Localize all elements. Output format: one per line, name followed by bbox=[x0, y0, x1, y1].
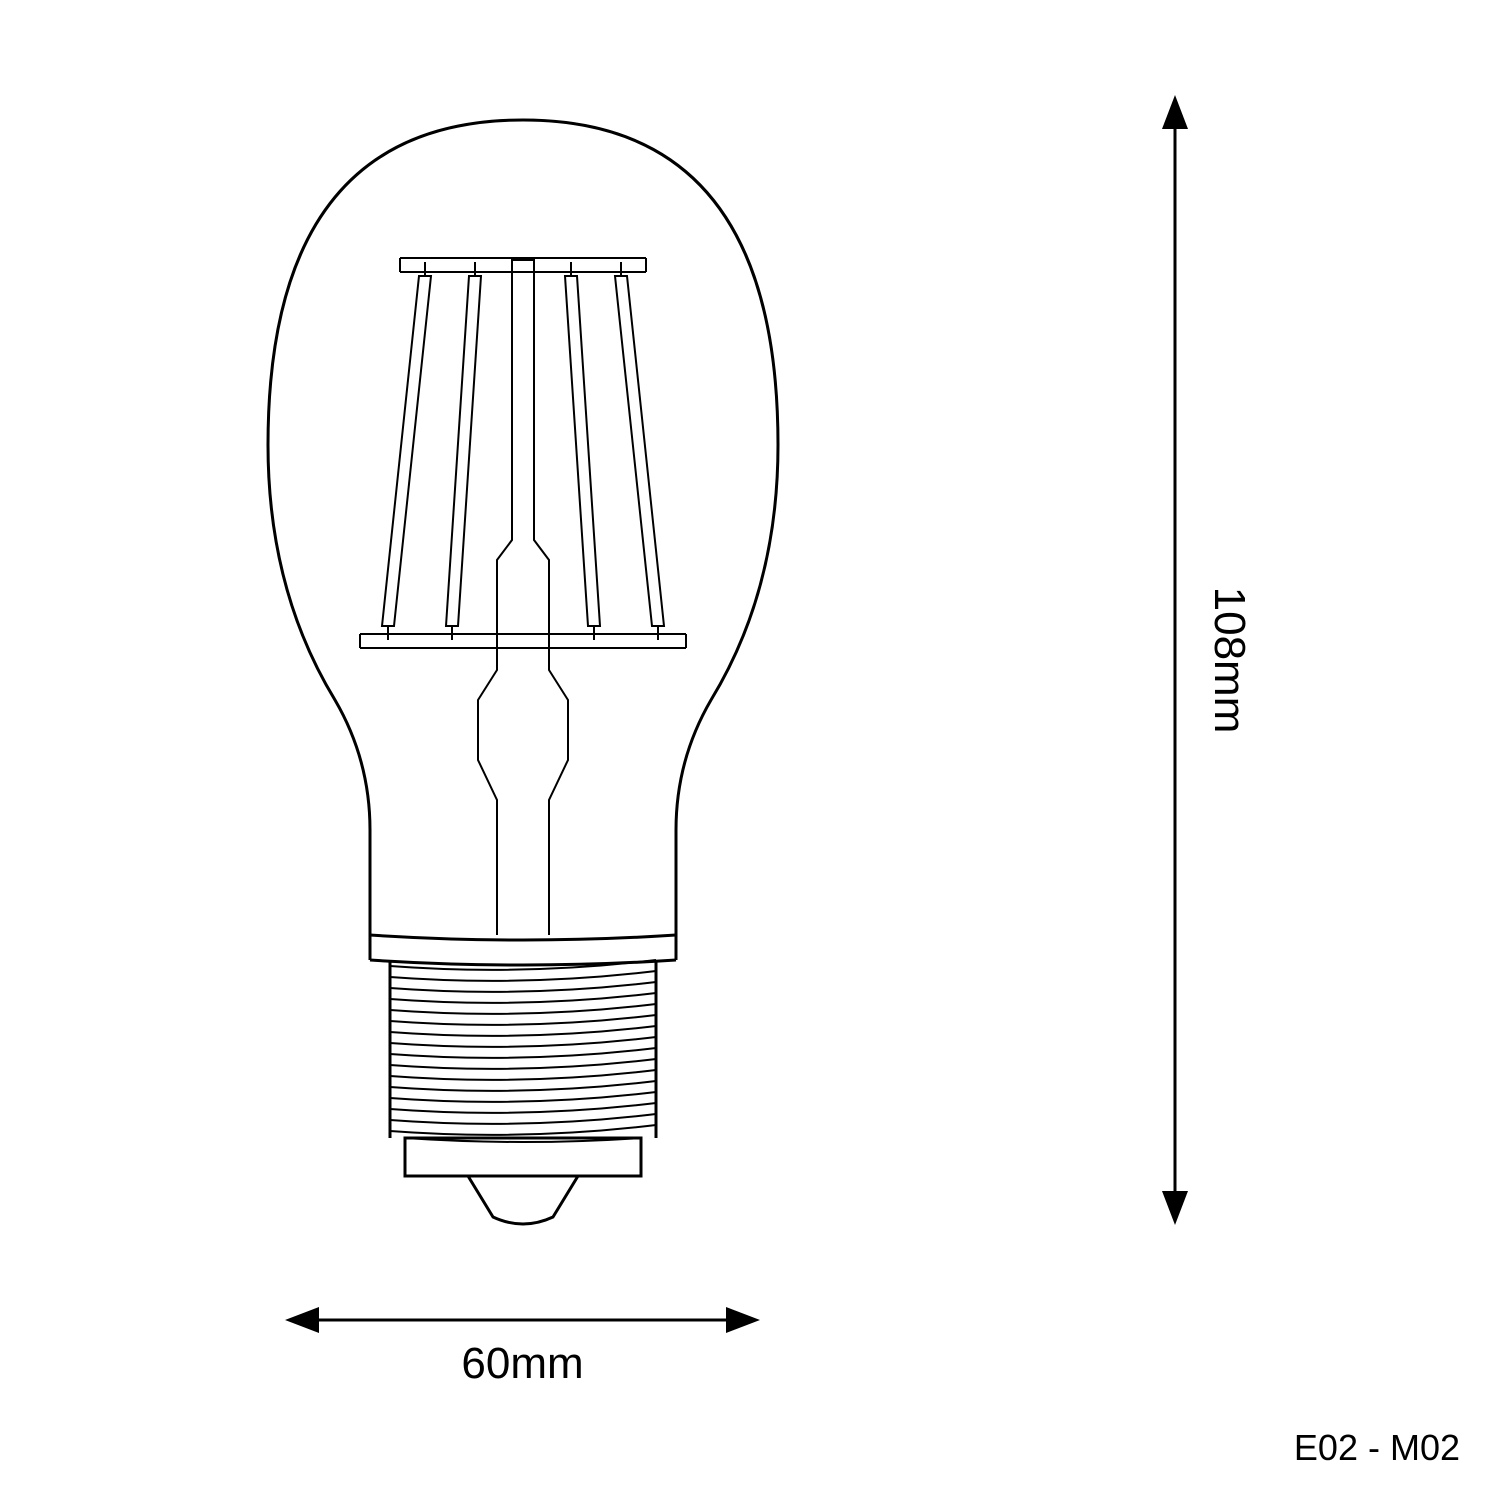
thread-ridge bbox=[390, 1070, 656, 1080]
thread-ridge bbox=[390, 1048, 656, 1058]
thread-groove bbox=[390, 971, 656, 981]
filament-rod bbox=[446, 276, 481, 626]
thread-ridge bbox=[390, 1026, 656, 1036]
filament-rod bbox=[382, 276, 431, 626]
filament-rod bbox=[565, 276, 600, 626]
dim-height-arrow-bot bbox=[1162, 1191, 1188, 1225]
dim-width-label: 60mm bbox=[461, 1339, 583, 1388]
dim-height-arrow-top bbox=[1162, 95, 1188, 129]
thread-ridge bbox=[390, 1092, 656, 1102]
ferrule bbox=[405, 1138, 641, 1176]
thread-groove bbox=[390, 1081, 656, 1091]
thread-ridge bbox=[390, 982, 656, 992]
thread-groove bbox=[390, 1125, 656, 1135]
dim-width-arrow-right bbox=[726, 1307, 760, 1333]
contact-tip bbox=[468, 1176, 578, 1224]
dim-height-label: 108mm bbox=[1205, 587, 1254, 734]
thread-groove bbox=[390, 1059, 656, 1069]
collar-top bbox=[370, 935, 676, 940]
filament-rod bbox=[615, 276, 664, 626]
thread-ridge bbox=[390, 1114, 656, 1124]
thread-groove bbox=[390, 1037, 656, 1047]
thread-groove bbox=[390, 993, 656, 1003]
thread-groove bbox=[390, 1103, 656, 1113]
glass-stem bbox=[478, 260, 568, 935]
product-code: E02 - M02 bbox=[1294, 1427, 1460, 1468]
thread-ridge bbox=[390, 1004, 656, 1014]
thread-groove bbox=[390, 1015, 656, 1025]
dim-width-arrow-left bbox=[285, 1307, 319, 1333]
